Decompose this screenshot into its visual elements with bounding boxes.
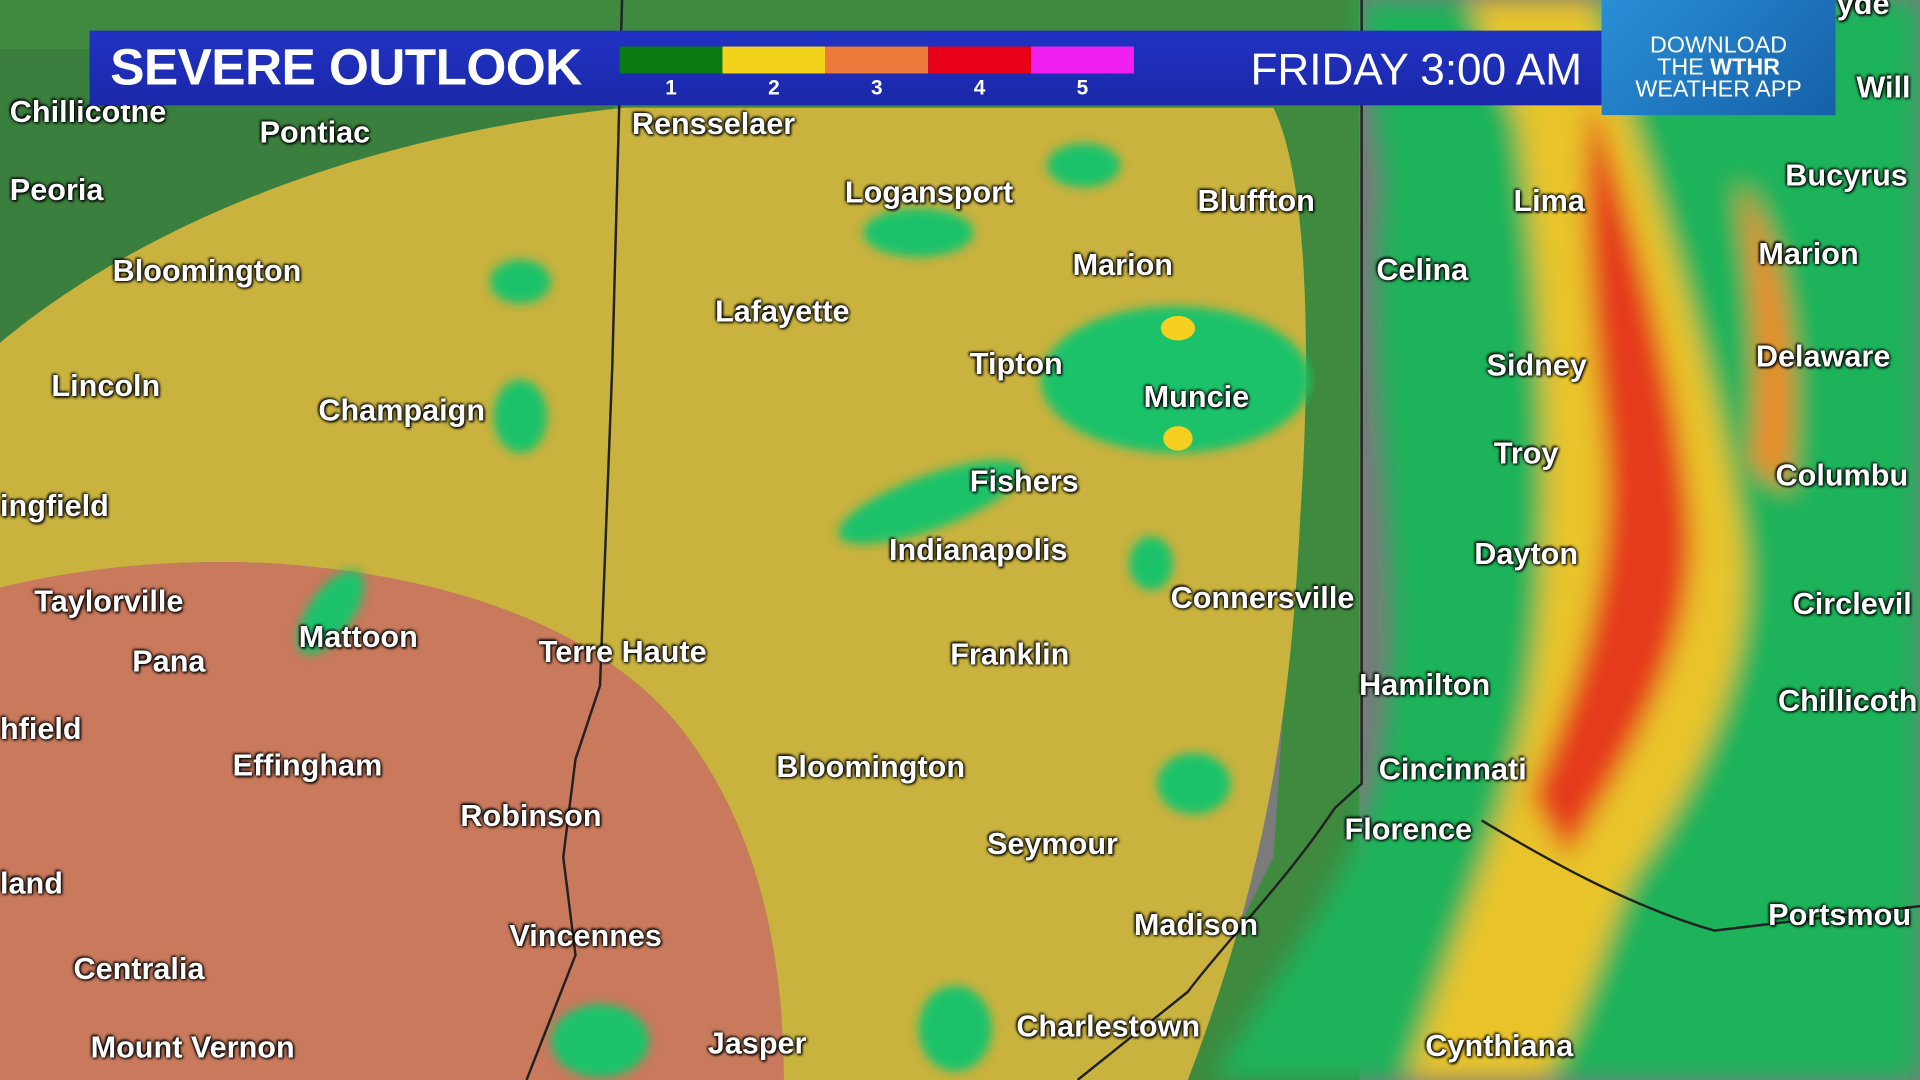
legend-swatch-3: 3 bbox=[825, 46, 929, 99]
city-label: Madison bbox=[1133, 907, 1259, 943]
promo-line2: THE WTHR bbox=[1602, 55, 1836, 81]
city-label: Indianapolis bbox=[888, 533, 1068, 568]
city-label: hfield bbox=[0, 712, 82, 747]
city-label: Franklin bbox=[950, 637, 1070, 672]
city-label: Charlestown bbox=[1016, 1009, 1201, 1044]
city-label: Pana bbox=[132, 644, 206, 679]
city-label: Muncie bbox=[1143, 380, 1250, 415]
radar-strong-cells bbox=[1160, 315, 1196, 451]
banner-title: SEVERE OUTLOOK bbox=[110, 37, 582, 96]
city-label: Bucyrus bbox=[1785, 158, 1908, 193]
legend-level-label: 3 bbox=[870, 75, 883, 100]
city-label: Mattoon bbox=[298, 620, 418, 655]
city-label: Columbu bbox=[1775, 458, 1909, 493]
city-label: Champaign bbox=[318, 393, 486, 428]
city-label: Chillicoth bbox=[1777, 683, 1918, 719]
city-label: Robinson bbox=[460, 798, 602, 834]
city-label: Sidney bbox=[1486, 348, 1587, 383]
legend-level-label: 5 bbox=[1076, 75, 1089, 100]
city-label: Hamilton bbox=[1359, 667, 1491, 703]
city-label: Peoria bbox=[9, 173, 104, 208]
city-label: Bloomington bbox=[112, 254, 302, 289]
legend-swatch-2: 2 bbox=[722, 46, 826, 99]
promo-line1: DOWNLOAD bbox=[1650, 33, 1788, 59]
city-label: Lafayette bbox=[715, 294, 850, 329]
risk-legend: 1 2 3 4 5 bbox=[619, 46, 1134, 99]
risk-enhanced-area bbox=[0, 562, 784, 1080]
city-label: Lincoln bbox=[51, 369, 161, 404]
city-label: Florence bbox=[1344, 812, 1473, 847]
risk-slight-area bbox=[0, 107, 1306, 1080]
title-banner: SEVERE OUTLOOK 1 2 3 4 5 FRIDAY 3:00 AM bbox=[89, 30, 1602, 106]
download-app-promo[interactable]: DOWNLOAD THE WTHR WEATHER APP bbox=[1601, 0, 1836, 116]
city-label: Fishers bbox=[969, 464, 1079, 499]
legend-level-label: 4 bbox=[973, 75, 986, 100]
legend-swatch-5: 5 bbox=[1031, 46, 1134, 99]
promo-line2-prefix: THE bbox=[1657, 55, 1711, 81]
city-label: Troy bbox=[1493, 436, 1559, 471]
city-label: Effingham bbox=[232, 748, 383, 784]
city-label: Cynthiana bbox=[1425, 1029, 1574, 1064]
state-borders bbox=[525, 0, 1920, 1080]
risk-marginal-west bbox=[0, 48, 637, 343]
city-label: Terre Haute bbox=[538, 634, 707, 670]
city-label: Dayton bbox=[1474, 536, 1579, 572]
city-label: Connersville bbox=[1170, 581, 1355, 616]
city-label: Vincennes bbox=[509, 918, 662, 954]
legend-level-label: 2 bbox=[768, 75, 780, 100]
radar-band bbox=[1212, 0, 1920, 1080]
city-label: Mount Vernon bbox=[90, 1030, 295, 1065]
city-label: Portsmou bbox=[1768, 898, 1912, 933]
city-label: land bbox=[0, 866, 63, 901]
city-label: Tipton bbox=[969, 347, 1063, 382]
city-label: Bloomington bbox=[776, 750, 966, 785]
promo-line3: WEATHER APP bbox=[1635, 77, 1802, 103]
city-label: Delaware bbox=[1755, 339, 1891, 375]
city-label: Will bbox=[1856, 70, 1911, 105]
promo-brand: WTHR bbox=[1710, 55, 1780, 81]
legend-swatch-1: 1 bbox=[619, 46, 723, 99]
city-label: Taylorville bbox=[34, 584, 184, 619]
city-label: Pontiac bbox=[259, 115, 371, 151]
city-label: Marion bbox=[1758, 236, 1859, 272]
city-label: Celina bbox=[1376, 252, 1469, 288]
city-label: Jasper bbox=[707, 1026, 807, 1062]
legend-swatch-4: 4 bbox=[928, 46, 1032, 99]
city-label: Cincinnati bbox=[1378, 752, 1527, 787]
city-label: Bluffton bbox=[1197, 184, 1315, 219]
city-label: ingfield bbox=[0, 489, 109, 524]
city-label: Seymour bbox=[986, 827, 1118, 862]
radar-cells bbox=[297, 143, 1311, 1078]
city-label: Marion bbox=[1072, 247, 1174, 283]
city-label: Logansport bbox=[844, 175, 1014, 211]
legend-level-label: 1 bbox=[665, 75, 677, 100]
city-label: Lima bbox=[1513, 184, 1585, 219]
city-label: Centralia bbox=[73, 952, 205, 987]
city-label: yde bbox=[1836, 0, 1890, 22]
city-label: Circlevil bbox=[1792, 587, 1912, 622]
city-label: Rensselaer bbox=[631, 107, 796, 142]
forecast-time: FRIDAY 3:00 AM bbox=[1250, 44, 1583, 95]
